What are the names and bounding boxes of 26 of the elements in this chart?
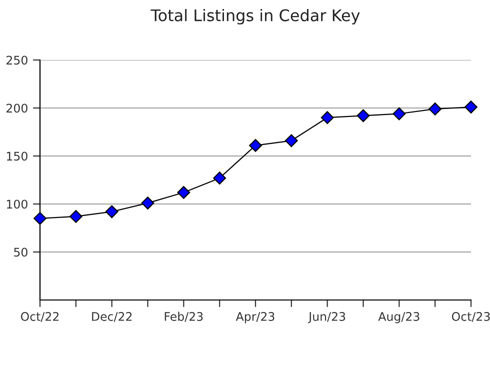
point bbox=[284, 134, 298, 148]
y-tick-label: 150 bbox=[6, 152, 28, 161]
point bbox=[249, 138, 262, 152]
x-tick-label: Aug/23 bbox=[378, 312, 420, 324]
y-tick-label: 200 bbox=[6, 104, 28, 113]
y-tick-label: 100 bbox=[6, 200, 28, 209]
point bbox=[105, 205, 118, 218]
point bbox=[177, 186, 190, 199]
point bbox=[69, 210, 82, 223]
x-tick-label: Oct/23 bbox=[452, 312, 490, 322]
point bbox=[213, 172, 226, 185]
x-tick-label: Dec/22 bbox=[92, 312, 132, 322]
x-tick-label: Apr/23 bbox=[236, 312, 274, 324]
point bbox=[392, 107, 406, 120]
point bbox=[428, 102, 442, 116]
point bbox=[34, 212, 46, 225]
chart-title: Total Listings in Cedar Key bbox=[150, 8, 360, 24]
y-tick-label: 50 bbox=[14, 248, 28, 257]
point bbox=[320, 111, 334, 124]
x-tick-label: Jun/23 bbox=[308, 312, 346, 324]
x-tick-label: Feb/23 bbox=[164, 312, 203, 322]
y-tick-label: 250 bbox=[6, 56, 28, 65]
point bbox=[356, 109, 370, 122]
x-tick-label: Oct/22 bbox=[20, 312, 59, 322]
point bbox=[464, 100, 478, 114]
point bbox=[141, 196, 154, 210]
